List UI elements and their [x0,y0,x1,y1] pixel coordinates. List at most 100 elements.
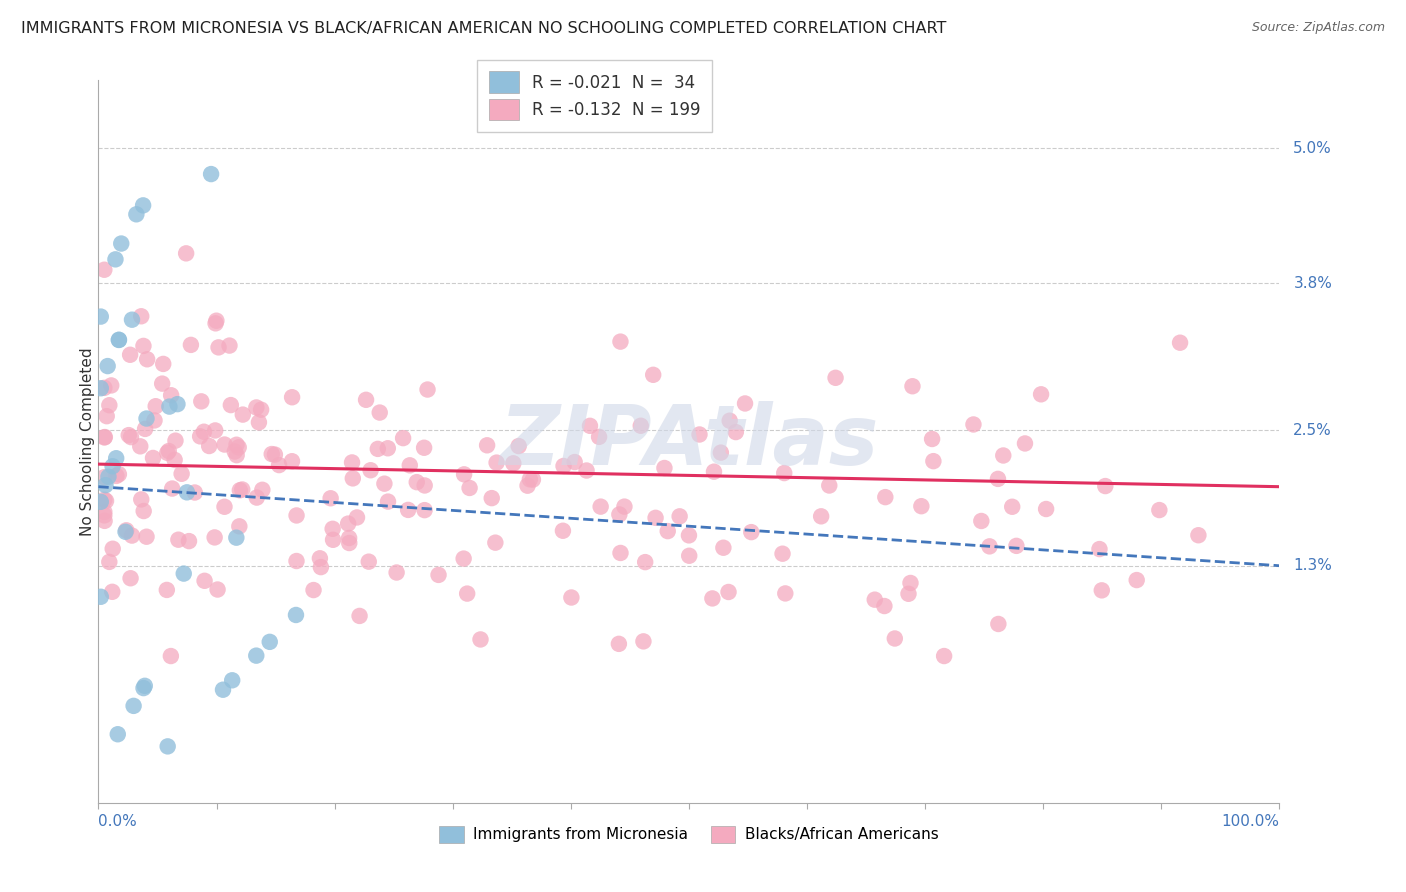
Point [180,338,202,352]
Point [120,430,142,444]
Point [207,582,229,597]
Point [100,378,122,392]
Point [1149,503,1171,517]
Point [484,535,506,549]
Point [775,586,797,600]
Point [1091,583,1114,598]
Point [883,632,905,646]
Point [519,472,541,486]
Point [132,681,155,695]
Point [122,698,145,713]
Point [1029,387,1052,401]
Point [613,500,636,514]
Point [212,682,235,697]
Point [204,530,226,544]
Point [165,434,187,448]
Point [921,432,943,446]
Point [630,418,652,433]
Point [156,739,179,754]
Point [281,454,304,468]
Point [108,333,131,347]
Point [502,456,524,470]
Point [1001,500,1024,514]
Point [200,167,222,181]
Point [740,525,762,540]
Point [194,574,217,588]
Point [987,617,1010,632]
Point [132,339,155,353]
Point [173,566,195,581]
Point [475,438,498,452]
Point [157,444,180,458]
Point [413,478,436,492]
Point [337,516,360,531]
Point [94,494,117,508]
Point [319,491,342,506]
Point [644,511,666,525]
Point [633,634,655,648]
Point [398,458,420,473]
Point [132,504,155,518]
Point [634,555,657,569]
Point [120,348,142,362]
Point [121,312,143,326]
Point [564,455,586,469]
Point [207,340,229,354]
Y-axis label: No Schooling Completed: No Schooling Completed [80,347,94,536]
Point [416,383,439,397]
Point [250,402,273,417]
Point [219,398,242,412]
Point [724,425,747,439]
Point [125,207,148,221]
Point [703,465,725,479]
Point [108,333,131,347]
Point [90,310,112,324]
Point [575,464,598,478]
Point [177,534,200,549]
Point [218,338,240,352]
Point [121,528,143,542]
Point [427,568,450,582]
Text: 0.0%: 0.0% [98,814,138,829]
Point [259,635,281,649]
Point [214,437,236,451]
Point [184,485,207,500]
Point [713,541,735,555]
Point [405,475,427,490]
Point [772,547,794,561]
Point [1088,542,1111,557]
Point [96,409,118,424]
Point [245,401,267,415]
Point [1035,502,1057,516]
Legend: Immigrants from Micronesia, Blacks/African Americans: Immigrants from Micronesia, Blacks/Afric… [433,820,945,849]
Point [337,531,360,545]
Point [396,503,419,517]
Point [485,456,508,470]
Point [225,438,247,452]
Point [897,587,920,601]
Point [204,424,226,438]
Point [456,586,478,600]
Point [176,485,198,500]
Point [232,408,254,422]
Point [225,448,247,462]
Text: Source: ZipAtlas.com: Source: ZipAtlas.com [1251,21,1385,34]
Point [120,571,142,585]
Point [702,591,724,606]
Point [114,524,136,539]
Point [979,540,1001,554]
Point [1125,573,1147,587]
Point [214,500,236,514]
Text: 1.3%: 1.3% [1294,558,1333,574]
Point [93,262,115,277]
Point [678,528,700,542]
Point [824,371,846,385]
Point [607,637,630,651]
Point [1187,528,1209,542]
Point [129,492,152,507]
Point [453,551,475,566]
Point [609,508,631,522]
Point [150,376,173,391]
Point [516,479,538,493]
Point [107,727,129,741]
